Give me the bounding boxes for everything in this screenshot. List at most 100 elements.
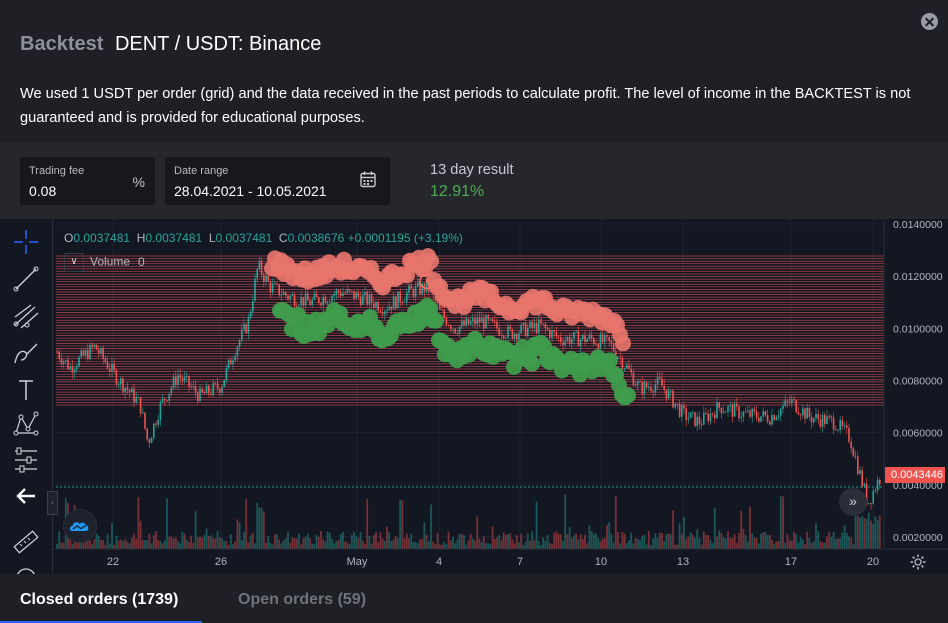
- volume-bar: [247, 542, 250, 549]
- close-icon[interactable]: [921, 13, 938, 30]
- calendar-icon[interactable]: [360, 171, 376, 188]
- candle-body: [375, 302, 377, 308]
- volume-bar: [540, 544, 542, 549]
- volume-bar: [383, 540, 386, 549]
- candle-body: [410, 285, 412, 289]
- date-range-field[interactable]: Date range 28.04.2021 - 10.05.2021: [165, 157, 390, 205]
- volume-bar: [764, 532, 767, 549]
- volume-bar: [713, 507, 716, 549]
- candle-body: [296, 306, 298, 307]
- price-chart[interactable]: 0.0140000 0.0120000 0.0100000 0.0080000 0.00…: [0, 219, 948, 574]
- chevron-down-icon[interactable]: ∨: [64, 253, 84, 272]
- volume-bar: [207, 536, 210, 549]
- volume-bar: [102, 540, 105, 549]
- low-value: 0.0037481: [215, 231, 273, 245]
- back-arrow-icon[interactable]: [11, 481, 41, 511]
- volume-bar: [753, 537, 756, 549]
- candle-body: [733, 403, 736, 417]
- volume-bar: [843, 525, 846, 549]
- buy-order-marker: [524, 355, 540, 372]
- volume-bar: [126, 541, 129, 549]
- candle-body: [667, 390, 670, 399]
- toolbar-collapse-handle[interactable]: ‹: [47, 491, 58, 515]
- tab-open-orders[interactable]: Open orders (59): [238, 591, 367, 608]
- date-range-value[interactable]: 28.04.2021 - 10.05.2021: [174, 183, 327, 199]
- ruler-icon[interactable]: [11, 527, 41, 557]
- volume-bar: [650, 544, 652, 549]
- settings-gear-icon[interactable]: [910, 554, 926, 570]
- candle-body: [511, 329, 514, 339]
- volume-bar: [181, 531, 184, 549]
- candle-body: [412, 288, 415, 297]
- candle-body: [696, 416, 698, 427]
- candle-body: [205, 385, 208, 394]
- tab-closed-orders[interactable]: Closed orders (1739): [20, 591, 179, 608]
- magnet-icon[interactable]: [11, 564, 41, 574]
- trading-fee-field[interactable]: Trading fee 0.08 %: [20, 157, 155, 205]
- candle-body: [863, 483, 866, 487]
- volume-bar: [559, 534, 562, 549]
- volume-bar: [258, 507, 261, 549]
- volume-bar: [861, 515, 864, 549]
- pattern-icon[interactable]: [11, 409, 41, 439]
- volume-bar: [357, 537, 360, 549]
- volume-bar: [80, 541, 83, 549]
- candle-body: [857, 456, 859, 474]
- volume-bar: [100, 539, 102, 549]
- volume-bar: [139, 520, 142, 549]
- candle-body: [843, 425, 846, 427]
- date-tick-label: 10: [595, 556, 607, 568]
- scroll-forward-icon[interactable]: »: [839, 488, 867, 516]
- brush-icon[interactable]: [11, 338, 41, 368]
- candle-body: [832, 417, 835, 430]
- candle-body: [122, 378, 124, 393]
- chart-canvas[interactable]: 0.0140000 0.0120000 0.0100000 0.0080000 0.00…: [0, 219, 948, 574]
- low-label: L: [208, 231, 216, 245]
- volume-bar: [498, 534, 501, 549]
- candle-body: [689, 412, 692, 419]
- trend-line-icon[interactable]: [11, 264, 41, 294]
- candle-body: [604, 334, 606, 343]
- crosshair-icon[interactable]: [11, 227, 41, 257]
- candle-body: [65, 359, 67, 362]
- volume-bar: [313, 544, 316, 549]
- volume-bar: [269, 542, 272, 549]
- pitchfork-icon[interactable]: [11, 301, 41, 331]
- candle-body: [150, 437, 153, 444]
- candle-body: [106, 362, 109, 369]
- candle-body: [166, 400, 168, 402]
- date-tick-label: 17: [785, 556, 797, 568]
- candle-body: [285, 291, 287, 296]
- volume-bar: [240, 539, 243, 549]
- candle-body: [100, 348, 102, 354]
- volume-bar: [401, 500, 404, 549]
- candle-body: [58, 351, 60, 359]
- volume-bar: [412, 541, 415, 549]
- volume-bar: [438, 544, 441, 549]
- candle-body: [544, 323, 547, 328]
- volume-bar: [159, 541, 162, 549]
- volume-bar: [199, 536, 201, 549]
- text-icon[interactable]: [11, 375, 41, 405]
- tradingview-logo[interactable]: [63, 509, 97, 543]
- candle-body: [808, 407, 811, 417]
- candle-body: [260, 260, 263, 275]
- candle-body: [709, 413, 712, 422]
- candle-body: [736, 403, 738, 407]
- measure-icon[interactable]: [11, 445, 41, 475]
- volume-bar: [108, 543, 111, 549]
- volume-bar: [260, 507, 263, 549]
- volume-bar: [518, 542, 520, 549]
- candle-body: [390, 306, 393, 310]
- price-tick-label: 0.0080000: [893, 376, 943, 388]
- candle-body: [634, 385, 637, 387]
- volume-bar: [687, 536, 690, 549]
- candle-body: [289, 295, 291, 299]
- volume-bar: [876, 520, 879, 549]
- candle-body: [553, 330, 555, 332]
- volume-bar: [117, 540, 120, 549]
- candle-body: [846, 425, 848, 428]
- volume-bar: [381, 538, 384, 549]
- trading-fee-value[interactable]: 0.08: [29, 183, 57, 199]
- volume-bar: [379, 532, 382, 549]
